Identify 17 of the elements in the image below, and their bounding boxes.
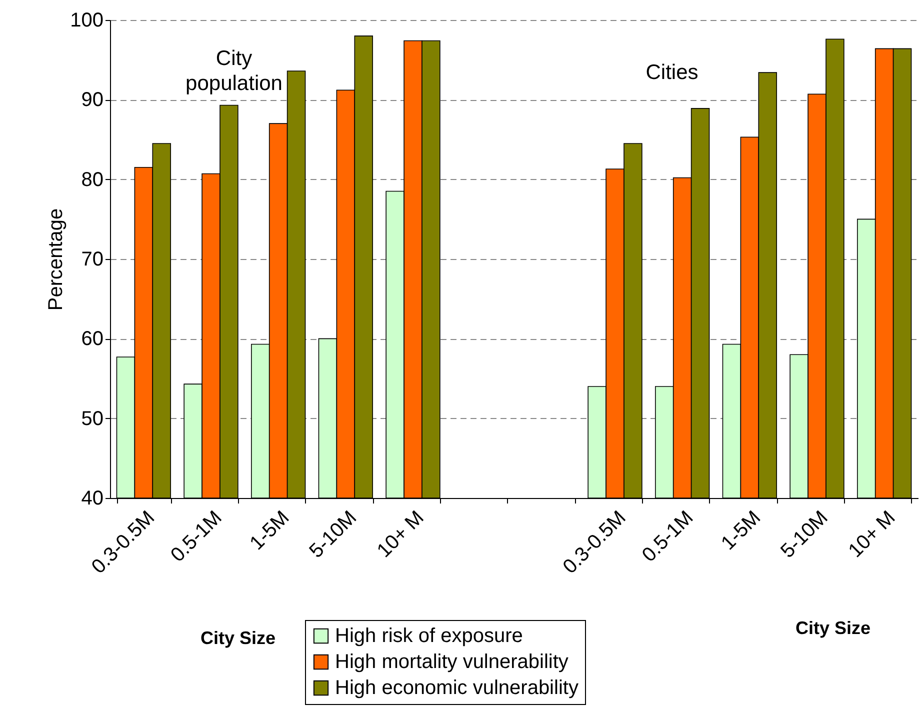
y-tick-label: 70 xyxy=(81,248,104,270)
annotation: Cities xyxy=(646,61,698,84)
y-tick-label: 90 xyxy=(81,89,104,112)
x-axis-title: City Size xyxy=(200,628,276,648)
text: City Size xyxy=(795,618,871,638)
x-tick-label: 10+ M xyxy=(844,506,900,562)
y-tick-label: 80 xyxy=(81,168,104,191)
legend-label: High risk of exposure xyxy=(335,625,523,647)
legend-label: High economic vulnerability xyxy=(335,677,578,699)
y-tick-label: 100 xyxy=(70,10,104,32)
y-tick-label: 40 xyxy=(81,488,104,510)
y-axis-title: Percentage xyxy=(45,208,68,311)
y-tick-label: 60 xyxy=(81,328,104,350)
x-tick-label: 10+ M xyxy=(373,506,428,562)
legend-label: High mortality vulnerability xyxy=(335,651,568,673)
y-tick-label: 50 xyxy=(81,408,104,430)
annotation: City population xyxy=(186,47,282,95)
